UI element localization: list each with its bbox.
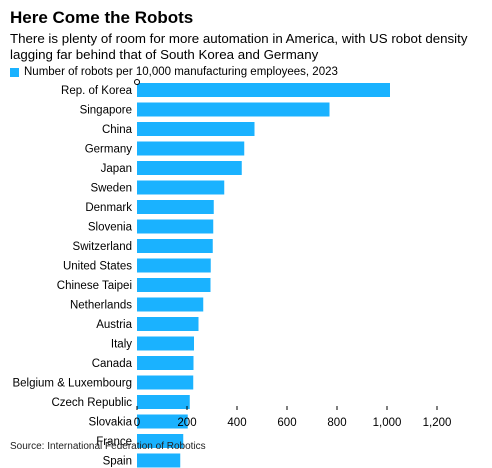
bar-slovenia	[137, 219, 214, 234]
legend: Number of robots per 10,000 manufacturin…	[10, 66, 338, 78]
bars-group	[134, 79, 390, 468]
bar-japan	[137, 161, 242, 175]
bar-chinese-taipei	[137, 278, 211, 292]
x-tick-label: 800	[327, 417, 346, 429]
baseline-marker	[134, 79, 140, 85]
x-tick-label: 0	[134, 417, 140, 429]
bar-belgium-luxembourg	[137, 375, 194, 390]
x-tick-label: 600	[277, 417, 296, 429]
category-label: Slovakia	[89, 417, 133, 429]
category-label: Germany	[85, 144, 133, 156]
bar-germany	[137, 141, 245, 156]
bar-slovakia	[137, 414, 188, 429]
chart-title: Here Come the Robots	[10, 8, 194, 27]
x-axis: 0 200 400 600 800 1,000 1,200	[134, 406, 452, 429]
bar-denmark	[137, 200, 214, 214]
category-label: Netherlands	[70, 300, 132, 312]
x-tick-label: 400	[227, 417, 246, 429]
legend-label: Number of robots per 10,000 manufacturin…	[24, 66, 338, 78]
bar-singapore	[137, 102, 330, 117]
bar-united-states	[137, 258, 211, 273]
category-label: Czech Republic	[51, 397, 132, 409]
chart-subtitle: There is plenty of room for more automat…	[10, 31, 468, 62]
category-label: France	[96, 436, 132, 448]
bar-china	[137, 122, 255, 136]
bar-france	[137, 434, 184, 448]
category-label: Austria	[96, 319, 132, 331]
bar-netherlands	[137, 297, 204, 312]
x-tick-label: 200	[177, 417, 196, 429]
category-label: Canada	[92, 358, 133, 370]
category-label: Japan	[101, 163, 132, 175]
category-label: United States	[63, 261, 132, 273]
bar-italy	[137, 336, 194, 351]
x-tick-label: 1,000	[373, 417, 402, 429]
category-label: Slovenia	[88, 222, 133, 234]
category-label: China	[102, 124, 133, 136]
category-labels: Rep. of Korea Singapore China Germany Japan S…	[12, 85, 132, 468]
bar-switzerland	[137, 239, 213, 253]
category-label: Belgium & Luxembourg	[12, 378, 132, 390]
category-label: Switzerland	[73, 241, 132, 253]
category-label: Spain	[103, 456, 132, 468]
bar-sweden	[137, 180, 225, 195]
category-label: Rep. of Korea	[61, 85, 133, 97]
category-label: Denmark	[85, 202, 132, 214]
category-label: Italy	[111, 339, 132, 351]
bar-spain	[137, 453, 181, 468]
category-label: Singapore	[80, 105, 132, 117]
legend-swatch	[10, 67, 19, 77]
source-note: Source: International Federation of Robo…	[10, 441, 206, 452]
bar-canada	[137, 356, 194, 370]
bar-austria	[137, 317, 199, 331]
bar-czech-republic	[137, 395, 190, 409]
bar-rep-of-korea	[137, 83, 390, 97]
category-label: Chinese Taipei	[57, 280, 132, 292]
x-tick-label: 1,200	[423, 417, 452, 429]
category-label: Sweden	[90, 183, 132, 195]
